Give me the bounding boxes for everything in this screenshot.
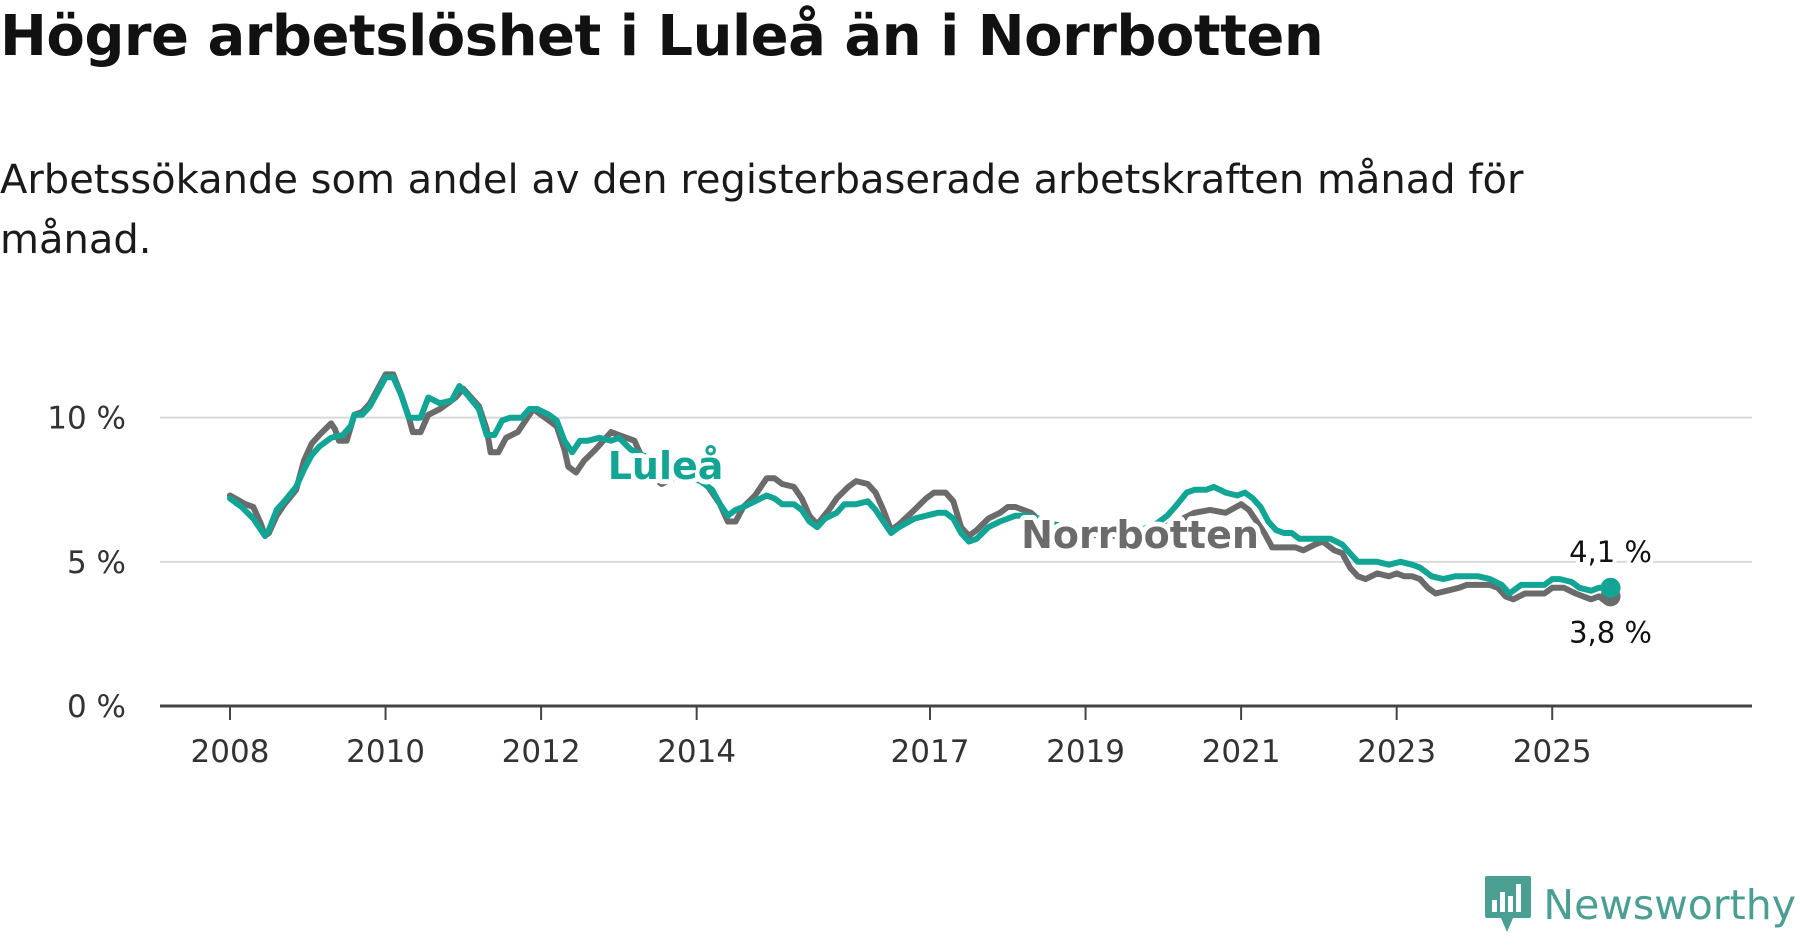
- series-line-norrbotten: [227, 371, 1614, 606]
- x-tick-label: 2014: [657, 734, 736, 770]
- x-axis-ticks: 2008 2010 2012 2014 2017 2019 2021 2023 2025: [191, 706, 1592, 770]
- y-tick-label: 5 %: [67, 545, 126, 581]
- brand-name: Newsworthy: [1543, 881, 1796, 929]
- x-tick-label: 2023: [1357, 734, 1436, 770]
- series-labels: Norrbotten 3,8 % Luleå 4,1 %: [603, 439, 1656, 653]
- end-marker-lulea: [1600, 577, 1621, 598]
- chart-title: Högre arbetslöshet i Luleå än i Norrbott…: [0, 4, 1324, 69]
- series-line-lulea: [227, 374, 1614, 597]
- x-tick-label: 2010: [346, 734, 425, 770]
- series-label-lulea: Luleå: [608, 444, 724, 488]
- newsworthy-logo-icon: [1485, 876, 1532, 932]
- series-lines: [227, 371, 1621, 607]
- x-tick-label: 2017: [891, 734, 970, 770]
- x-tick-label: 2025: [1513, 734, 1592, 770]
- x-tick-label: 2008: [191, 734, 270, 770]
- end-value-label-lulea: 4,1 %: [1569, 535, 1652, 569]
- end-value-label-norrbotten: 3,8 %: [1569, 615, 1652, 649]
- y-axis-ticks: 0 % 5 % 10 %: [47, 401, 126, 725]
- y-tick-label: 0 %: [67, 689, 126, 725]
- x-tick-label: 2012: [502, 734, 581, 770]
- x-tick-label: 2019: [1046, 734, 1125, 770]
- brand[interactable]: Newsworthy: [1483, 874, 1796, 936]
- gridlines: [160, 416, 1752, 708]
- y-tick-label: 10 %: [47, 401, 126, 437]
- x-tick-label: 2021: [1202, 734, 1281, 770]
- chart-subtitle: Arbetssökande som andel av den registerb…: [0, 157, 1524, 263]
- series-label-norrbotten: Norrbotten: [1021, 513, 1259, 557]
